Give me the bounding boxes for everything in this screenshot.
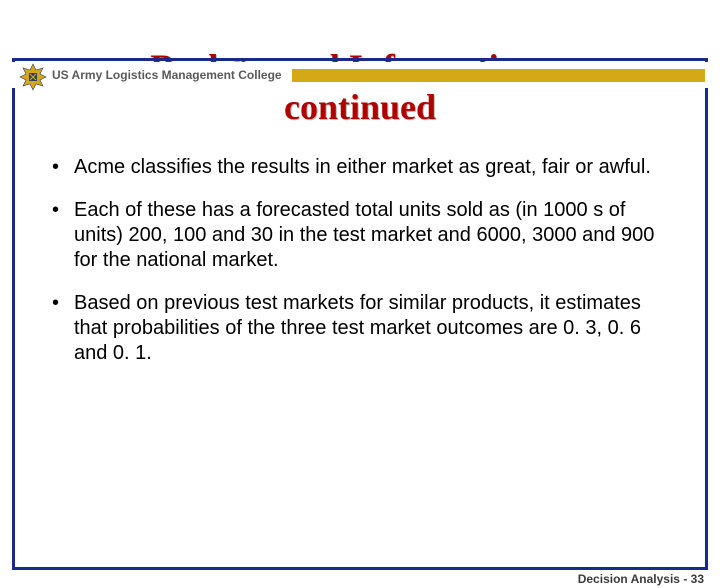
- army-crest-icon: [18, 62, 48, 94]
- header-text-box: US Army Logistics Management College: [12, 66, 288, 84]
- header-org-name: US Army Logistics Management College: [52, 68, 282, 82]
- bullet-item: Based on previous test markets for simil…: [50, 291, 670, 366]
- header-bar: US Army Logistics Management College: [12, 62, 708, 88]
- footer-page-label: Decision Analysis - 33: [576, 572, 706, 586]
- header-accent-bar: [292, 69, 705, 82]
- bullet-item: Each of these has a forecasted total uni…: [50, 198, 670, 273]
- bullet-item: Acme classifies the results in either ma…: [50, 155, 670, 180]
